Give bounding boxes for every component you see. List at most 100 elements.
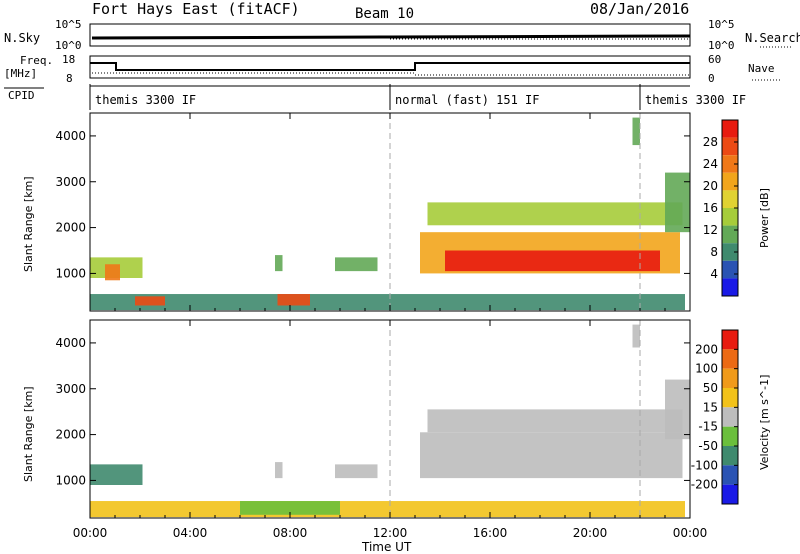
cpid-segment-label: themis 3300 IF xyxy=(95,93,196,107)
xtick-label: 20:00 xyxy=(573,526,608,540)
velocity-colorbar-label: Velocity [m s^-1] xyxy=(758,375,771,470)
power-cbar-tick-label: 28 xyxy=(703,135,718,149)
velocity-cbar-frame xyxy=(721,329,739,505)
nsky-tick-bottom: 10^0 xyxy=(55,39,82,52)
power-region xyxy=(105,264,120,281)
power-ytick-label: 4000 xyxy=(55,129,86,143)
power-cbar-tick-label: 20 xyxy=(703,179,718,193)
power-region xyxy=(445,250,660,272)
nsky-label: N.Sky xyxy=(4,31,40,45)
velocity-cbar-tick-label: -200 xyxy=(691,478,718,492)
power-region xyxy=(135,296,165,306)
velocity-cbar-swatch xyxy=(722,388,738,408)
velocity-region xyxy=(420,432,683,479)
power-cbar-swatch xyxy=(722,137,738,156)
velocity-cbar-swatch xyxy=(722,349,738,369)
velocity-cbar-tick-label: 50 xyxy=(703,381,718,395)
velocity-region xyxy=(90,464,143,485)
power-cbar-swatch xyxy=(722,278,738,296)
power-region xyxy=(632,117,640,146)
velocity-cbar-swatch xyxy=(722,484,738,504)
power-cbar-swatch xyxy=(722,190,738,208)
velocity-region xyxy=(427,409,683,433)
velocity-cbar-tick-label: 200 xyxy=(695,342,718,356)
power-cbar-swatch xyxy=(722,172,738,191)
nave-label: Nave xyxy=(748,62,775,75)
power-cbar-swatch xyxy=(722,225,738,244)
power-panel: 1000 2000 3000 4000 xyxy=(55,112,691,312)
velocity-cbar-tick-label: -50 xyxy=(698,439,718,453)
power-cbar-tick-label: 4 xyxy=(710,267,718,281)
nave-tick-bottom: 0 xyxy=(708,72,715,85)
power-region xyxy=(277,294,310,306)
xlabel: Time UT xyxy=(361,540,412,554)
power-cbar-tick-label: 8 xyxy=(710,245,718,259)
velocity-cbar-swatch xyxy=(722,426,738,446)
velocity-colorbar: 200 100 50 15 -15 -50 -100 -200 xyxy=(691,329,739,505)
power-region xyxy=(90,294,685,311)
velocity-cbar-tick-label: 100 xyxy=(695,362,718,376)
station-title: Fort Hays East (fitACF) xyxy=(92,0,300,18)
velocity-cbar-tick-label: -100 xyxy=(691,458,718,472)
velocity-ytick-label: 3000 xyxy=(55,382,86,396)
nave-tick-top: 60 xyxy=(708,53,721,66)
power-region xyxy=(275,255,283,272)
velocity-region xyxy=(240,501,340,515)
xtick-label: 00:00 xyxy=(673,526,708,540)
power-colorbar-label: Power [dB] xyxy=(758,188,771,248)
nsky-tick-top: 10^5 xyxy=(55,18,82,31)
power-region xyxy=(665,172,690,233)
freq-panel xyxy=(89,55,691,79)
xtick-label: 12:00 xyxy=(373,526,408,540)
nave-trace xyxy=(92,72,690,76)
xtick-label: 00:00 xyxy=(73,526,108,540)
freq-tick-bottom: 8 xyxy=(66,72,73,85)
power-cbar-swatch xyxy=(722,155,738,173)
velocity-cbar-swatch xyxy=(722,368,738,388)
power-ytick-label: 2000 xyxy=(55,221,86,235)
velocity-ytick-label: 4000 xyxy=(55,336,86,350)
velocity-ytick-label: 1000 xyxy=(55,473,86,487)
cpid-segment-label: themis 3300 IF xyxy=(645,93,746,107)
xtick-label: 08:00 xyxy=(273,526,308,540)
date-label: 08/Jan/2016 xyxy=(590,0,689,18)
nsky-panel xyxy=(89,23,691,47)
freq-unit: [MHz] xyxy=(4,67,37,80)
velocity-cbar-swatch xyxy=(722,330,738,350)
cpid-label: CPID xyxy=(8,89,35,102)
velocity-region xyxy=(90,501,685,518)
velocity-panel: 1000 2000 3000 4000 00:00 04:00 08:00 12:00 16:0… xyxy=(55,319,708,540)
velocity-region xyxy=(335,464,378,479)
xtick-label: 16:00 xyxy=(473,526,508,540)
power-region xyxy=(427,202,683,226)
power-ytick-label: 3000 xyxy=(55,175,86,189)
nsearch-label: N.Search xyxy=(745,31,800,45)
freq-tick-top: 18 xyxy=(62,53,75,66)
velocity-region xyxy=(632,324,640,348)
nsky-trace xyxy=(91,34,691,40)
velocity-cbar-tick-label: -15 xyxy=(698,420,718,434)
power-colorbar: 28 24 20 16 12 8 4 xyxy=(703,119,739,297)
velocity-region xyxy=(275,462,283,479)
power-ytick-label: 1000 xyxy=(55,266,86,280)
velocity-region xyxy=(665,379,690,440)
beam-label: Beam 10 xyxy=(355,6,414,22)
power-cbar-swatch xyxy=(722,208,738,226)
freq-label: Freq. xyxy=(20,54,53,67)
velocity-cbar-swatch xyxy=(722,465,738,485)
velocity-cbar-swatch xyxy=(722,446,738,466)
power-cbar-tick-label: 24 xyxy=(703,157,718,171)
nsearch-tick-bottom: 10^0 xyxy=(708,39,735,52)
power-cbar-swatch xyxy=(722,243,738,261)
cpid-segment-label: normal (fast) 151 IF xyxy=(395,93,540,107)
power-ylabel: Slant Range [km] xyxy=(22,176,35,272)
xtick-label: 04:00 xyxy=(173,526,208,540)
power-cbar-swatch xyxy=(722,260,738,279)
power-cbar-swatch xyxy=(722,120,738,138)
velocity-cbar-tick-label: 15 xyxy=(703,400,718,414)
velocity-cbar-swatch xyxy=(722,407,738,427)
freq-trace xyxy=(90,62,690,71)
power-region xyxy=(335,257,378,272)
cpid-segments: themis 3300 IF normal (fast) 151 IF themis… xyxy=(95,84,746,110)
